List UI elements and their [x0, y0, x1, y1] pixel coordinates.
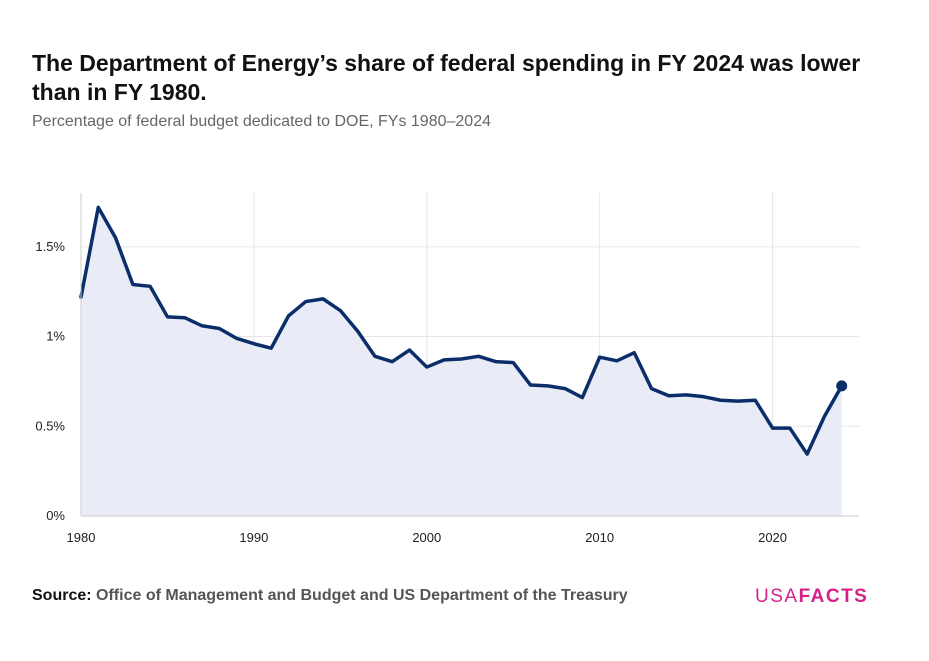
x-tick-label: 1980	[67, 530, 96, 545]
last-data-point	[836, 380, 848, 392]
y-tick-label: 1.5%	[35, 239, 65, 254]
x-tick-label: 2020	[758, 530, 787, 545]
axis-layer	[80, 193, 859, 517]
logo-text-usa: USA	[755, 586, 799, 607]
y-tick-label: 0%	[46, 508, 65, 523]
usafacts-logo[interactable]: USAFACTS	[755, 586, 868, 608]
source-note: Source: Office of Management and Budget …	[32, 587, 628, 605]
y-tick-label: 0.5%	[35, 418, 65, 433]
chart-title: The Department of Energy’s share of fede…	[32, 50, 861, 105]
label-layer: 0% 0.5% 1% 1.5% 1980 1990 2000 2010 2020	[35, 239, 787, 545]
chart-subtitle: Percentage of federal budget dedicated t…	[32, 113, 491, 130]
source-text: Office of Management and Budget and US D…	[96, 587, 628, 604]
source-label: Source:	[32, 587, 92, 604]
logo-text-facts: FACTS	[798, 586, 869, 607]
series-area	[81, 207, 842, 516]
x-tick-label: 2000	[412, 530, 441, 545]
y-tick-label: 1%	[46, 329, 65, 344]
series-line	[79, 205, 844, 456]
area-layer	[79, 205, 848, 516]
x-tick-label: 2010	[585, 530, 614, 545]
x-tick-label: 1990	[239, 530, 268, 545]
